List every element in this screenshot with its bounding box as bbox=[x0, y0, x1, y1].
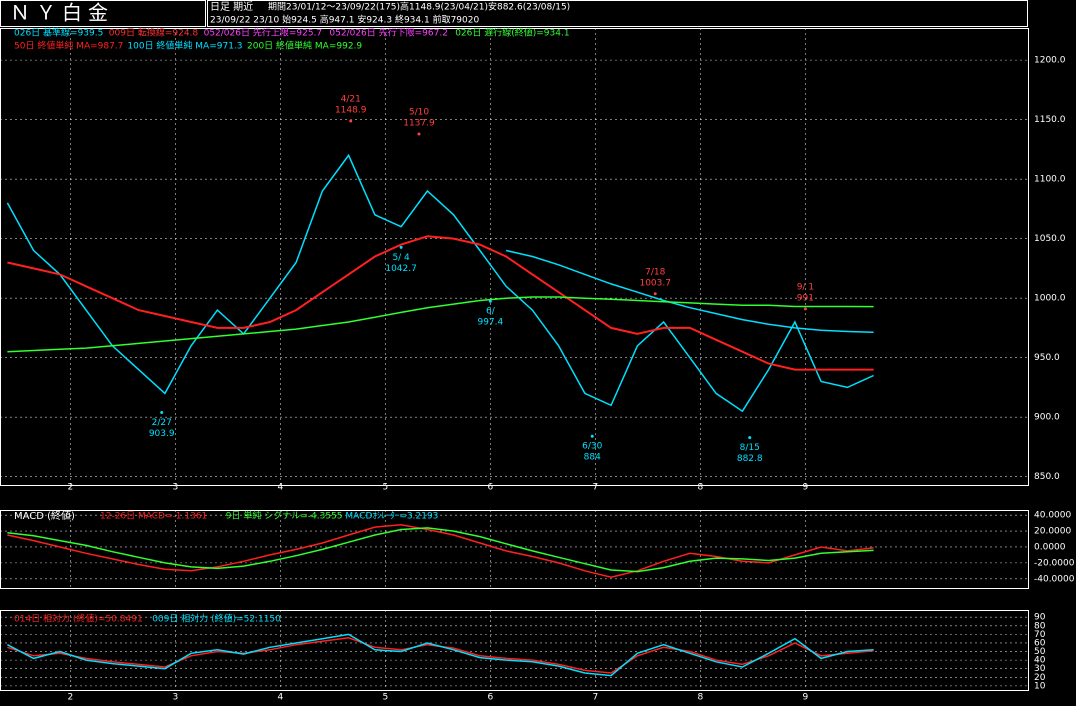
annotation-point bbox=[349, 119, 353, 123]
y-tick-label: 1200.0 bbox=[1034, 56, 1066, 66]
annotation-point bbox=[748, 436, 752, 440]
annotation-point bbox=[488, 299, 492, 303]
x-tick-label: 5 bbox=[383, 693, 389, 703]
y-tick-label: 950.0 bbox=[1034, 353, 1060, 363]
x-tick-label: 5 bbox=[383, 483, 389, 493]
y-tick-label: 0.0000 bbox=[1034, 542, 1066, 552]
y-tick-label: 1100.0 bbox=[1034, 175, 1066, 185]
annotation-date: 8/15 bbox=[740, 443, 760, 453]
info-box bbox=[207, 0, 1028, 27]
legend-entry: 009日 相対力 (終値)=52.1150 bbox=[152, 613, 281, 625]
y-tick-label: 80 bbox=[1034, 621, 1046, 631]
annotation-point bbox=[399, 245, 403, 249]
x-tick-label: 9 bbox=[803, 483, 809, 493]
annotation-value: 884 bbox=[584, 453, 601, 463]
annotation-date: 4/21 bbox=[341, 94, 361, 104]
annotation-point bbox=[590, 434, 594, 438]
period: 期間23/01/12～23/09/22(175)高1148.9(23/04/21… bbox=[268, 1, 570, 13]
annotation-point bbox=[803, 307, 807, 311]
legend-entry: 200日 終値単純 MA=992.9 bbox=[247, 40, 362, 52]
x-tick-label: 3 bbox=[172, 693, 178, 703]
title-box bbox=[0, 0, 206, 27]
annotation-point bbox=[653, 292, 657, 296]
legend-entry: 052/026日 先行上限=925.7 bbox=[204, 27, 323, 39]
series-line bbox=[7, 523, 874, 578]
annotation-value: 1148.9 bbox=[335, 105, 367, 115]
y-tick-label: 70 bbox=[1034, 630, 1046, 640]
mode: 日足 期近 bbox=[210, 0, 253, 13]
series-line bbox=[7, 296, 874, 353]
legend-entry: 009日 転換線=924.8 bbox=[109, 27, 199, 39]
annotation-value: 991 bbox=[797, 293, 814, 303]
rsi-frame bbox=[0, 610, 1029, 691]
x-tick-label: 6 bbox=[488, 483, 494, 493]
last-price: 23/09/22 23/10 始924.5 高947.1 安924.3 終934… bbox=[210, 14, 479, 26]
legend-entry: 100日 終値単純 MA=971.3 bbox=[127, 40, 242, 52]
x-tick-label: 8 bbox=[698, 483, 704, 493]
annotation-value: 1003.7 bbox=[639, 278, 671, 288]
y-tick-label: 30 bbox=[1034, 664, 1046, 674]
annotation-value: 882.8 bbox=[737, 454, 763, 464]
legend-entry: 12-26日 MACD=-1.1361 bbox=[100, 511, 207, 522]
y-tick-label: 850.0 bbox=[1034, 472, 1060, 482]
y-tick-label: 900.0 bbox=[1034, 413, 1060, 423]
macd-title: MACD (終値) bbox=[14, 509, 75, 522]
x-tick-label: 3 bbox=[172, 483, 178, 493]
y-tick-label: 40 bbox=[1034, 656, 1046, 666]
y-tick-label: 20 bbox=[1034, 673, 1046, 683]
x-tick-label: 8 bbox=[698, 693, 704, 703]
annotation-value: 997.4 bbox=[477, 318, 503, 328]
series-line bbox=[7, 633, 874, 677]
x-tick-label: 7 bbox=[593, 483, 599, 493]
legend-entry: MACDｵｼﾚｰﾀｰ=3.2193 bbox=[345, 511, 438, 522]
annotation-date: 7/18 bbox=[645, 267, 665, 277]
x-tick-label: 6 bbox=[488, 693, 494, 703]
series-line bbox=[505, 249, 874, 334]
y-tick-label: 1000.0 bbox=[1034, 294, 1066, 304]
y-tick-label: 20.0000 bbox=[1034, 527, 1071, 537]
annotation-date: 6/ bbox=[486, 307, 496, 317]
x-tick-label: 2 bbox=[67, 693, 73, 703]
legend-entry: 50日 終値単純 MA=987.7 bbox=[14, 40, 123, 52]
x-tick-label: 2 bbox=[67, 483, 73, 493]
series-line bbox=[6, 153, 874, 413]
legend-entry: 026日 基準線=939.5 bbox=[14, 27, 103, 39]
y-tick-label: -20.0000 bbox=[1034, 558, 1075, 568]
annotation-date: 5/10 bbox=[409, 108, 429, 118]
legend-entry: 026日 遅行線(終値)=934.1 bbox=[455, 27, 569, 39]
annotation-date: 5/ 4 bbox=[392, 253, 410, 263]
annotation-date: 2/27 bbox=[152, 418, 172, 428]
legend-entry: 052/026日 先行下限=967.2 bbox=[329, 27, 448, 39]
x-tick-label: 4 bbox=[277, 693, 283, 703]
annotation-value: 903.9 bbox=[149, 429, 175, 439]
x-tick-label: 7 bbox=[593, 693, 599, 703]
title: ＮＹ白金 bbox=[10, 1, 114, 25]
annotation-date: 9/ 1 bbox=[797, 282, 814, 292]
legend-entry: 014日 相対力 (終値)=50.8491 bbox=[14, 613, 143, 625]
main-frame bbox=[0, 28, 1029, 486]
macd-frame bbox=[0, 510, 1029, 589]
y-tick-label: 1050.0 bbox=[1034, 234, 1066, 244]
legend-entry: 9日 単純 シグナル=-4.3555 bbox=[226, 510, 343, 522]
annotation-value: 1042.7 bbox=[385, 264, 417, 274]
series-line bbox=[7, 235, 874, 371]
y-tick-label: 90 bbox=[1034, 613, 1046, 623]
x-tick-label: 4 bbox=[277, 483, 283, 493]
series-line bbox=[7, 527, 874, 573]
annotation-date: 6/30 bbox=[582, 442, 602, 452]
y-tick-label: -40.0000 bbox=[1034, 574, 1075, 584]
annotation-value: 1137.9 bbox=[403, 119, 435, 129]
annotation-point bbox=[417, 132, 421, 136]
y-tick-label: 50 bbox=[1034, 647, 1046, 657]
x-tick-label: 9 bbox=[803, 693, 809, 703]
y-tick-label: 10 bbox=[1034, 681, 1046, 691]
annotation-point bbox=[160, 411, 164, 415]
y-tick-label: 1150.0 bbox=[1034, 115, 1066, 125]
y-tick-label: 40.0000 bbox=[1034, 511, 1071, 521]
y-tick-label: 60 bbox=[1034, 638, 1046, 648]
